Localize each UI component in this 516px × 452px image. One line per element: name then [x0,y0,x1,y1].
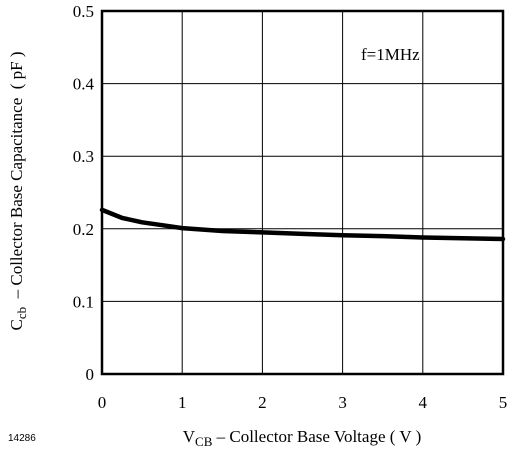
x-tick-label: 0 [98,393,107,412]
x-tick-label: 2 [258,393,267,412]
frequency-annotation: f=1MHz [361,45,420,64]
y-axis-label-sub: cb [14,307,29,319]
x-tick-label: 3 [338,393,347,412]
series-line [99,207,506,242]
x-axis-label-rest: – Collector Base Voltage ( V ) [212,427,421,446]
x-tick-label: 4 [419,393,428,412]
y-tick-label: 0.1 [73,292,94,311]
x-tick-label: 1 [178,393,187,412]
y-tick-label: 0.5 [73,2,94,21]
x-axis-label-main: V [183,427,196,446]
x-axis-label-sub: CB [195,434,213,449]
y-tick-label: 0.4 [73,75,95,94]
y-axis-label-main: C [7,319,26,330]
plot-frame [100,9,505,376]
grid-lines [102,11,503,374]
x-tick-labels: 0 1 2 3 4 5 [98,393,508,412]
x-tick-label: 5 [499,393,508,412]
y-axis-label: Ccb – Collector Base Capacitance ( pF ) [7,51,29,330]
y-tick-label: 0.3 [73,147,94,166]
y-tick-labels: 0 0.1 0.2 0.3 0.4 0.5 [73,2,95,384]
figure-id: 14286 [8,433,36,444]
y-tick-label: 0.2 [73,220,94,239]
y-tick-label: 0 [86,365,95,384]
y-axis-label-rest: – Collector Base Capacitance ( pF ) [7,51,26,306]
x-axis-label: VCB – Collector Base Voltage ( V ) [183,427,421,449]
